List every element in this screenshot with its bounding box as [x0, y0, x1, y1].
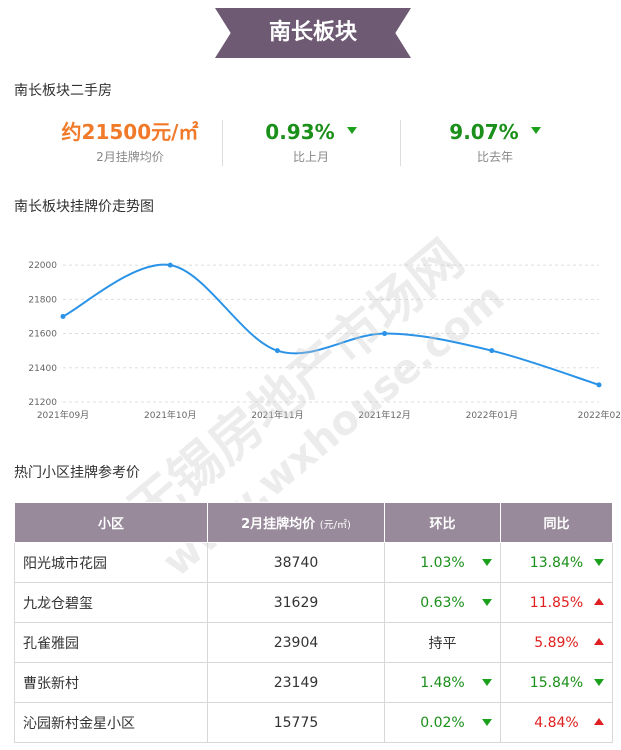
- data-point: [489, 348, 495, 354]
- y-tick-label: 22000: [28, 261, 57, 271]
- title-banner: [215, 8, 411, 58]
- community-mom-change: 1.48%: [384, 662, 501, 703]
- community-yoy-change: 4.84%: [500, 702, 613, 743]
- community-mom-change: 1.03%: [384, 542, 501, 583]
- community-price: 15775: [207, 702, 385, 743]
- community-name: 曹张新村: [14, 662, 208, 703]
- header-mom: 环比: [384, 502, 501, 543]
- average-price-label: 2月挂牌均价: [96, 150, 164, 164]
- month-change-label: 比上月: [292, 150, 329, 164]
- y-tick-label: 21200: [28, 398, 57, 408]
- y-tick-label: 21400: [28, 364, 57, 374]
- header-price: 2月挂牌均价 (元/㎡): [207, 502, 385, 543]
- table-row: 曹张新村 23149 1.48% 15.84%: [14, 662, 613, 703]
- stat-divider: [400, 120, 401, 166]
- community-yoy-change: 5.89%: [500, 622, 613, 663]
- month-change-value: 0.93%: [265, 120, 335, 144]
- stat-year-change: 9.07% 比去年: [400, 118, 590, 165]
- community-price: 23904: [207, 622, 385, 663]
- series-line: [62, 263, 600, 386]
- section-title-communities: 热门小区挂牌参考价: [14, 465, 140, 481]
- y-tick-label: 21800: [28, 295, 57, 305]
- down-arrow-icon: [482, 679, 492, 686]
- down-arrow-icon: [482, 719, 492, 726]
- community-yoy-change: 13.84%: [500, 542, 613, 583]
- table-row: 阳光城市花园 38740 1.03% 13.84%: [14, 542, 613, 583]
- table-row: 孔雀雅园 23904 持平 5.89%: [14, 622, 613, 663]
- down-arrow-icon: [346, 127, 357, 134]
- stat-average-price: 约21500元/㎡ 2月挂牌均价: [40, 118, 220, 165]
- up-arrow-icon: [594, 718, 604, 725]
- section-title-trend: 南长板块挂牌价走势图: [14, 199, 154, 215]
- table-row: 九龙仓碧玺 31629 0.63% 11.85%: [14, 582, 613, 623]
- down-arrow-icon: [482, 599, 492, 606]
- year-change-label: 比去年: [476, 150, 513, 164]
- community-name: 孔雀雅园: [14, 622, 208, 663]
- table-header-row: 小区 2月挂牌均价 (元/㎡) 环比 同比: [14, 502, 613, 543]
- header-community: 小区: [14, 502, 208, 543]
- year-change-value: 9.07%: [449, 120, 519, 144]
- series-points: [60, 262, 602, 388]
- x-tick-label: 2021年09月: [37, 409, 89, 421]
- x-tick-label: 2021年12月: [358, 409, 410, 421]
- down-arrow-icon: [594, 679, 604, 686]
- community-yoy-change: 11.85%: [500, 582, 613, 623]
- data-point: [60, 313, 66, 319]
- community-price: 38740: [207, 542, 385, 583]
- data-point: [382, 331, 388, 337]
- community-price: 31629: [207, 582, 385, 623]
- stat-divider: [222, 120, 223, 166]
- down-arrow-icon: [482, 559, 492, 566]
- community-name: 沁园新村金星小区: [14, 702, 208, 743]
- header-yoy: 同比: [500, 502, 613, 543]
- up-arrow-icon: [594, 638, 604, 645]
- x-axis-ticks: 2021年09月 2021年10月 2021年11月 2021年12月 2022年01月…: [37, 409, 621, 421]
- price-trend-chart: 21200 21400 21600 21800 22000 2021年09月 2021年1…: [28, 261, 621, 421]
- x-tick-label: 2022年01月: [466, 409, 518, 421]
- community-name: 阳光城市花园: [14, 542, 208, 583]
- stat-month-change: 0.93% 比上月: [222, 118, 400, 165]
- section-title-second-hand: 南长板块二手房: [14, 83, 112, 99]
- y-axis-ticks: 21200 21400 21600 21800 22000: [28, 261, 57, 408]
- chart-grid: [63, 264, 599, 403]
- data-point: [274, 348, 280, 354]
- community-price-table: 小区 2月挂牌均价 (元/㎡) 环比 同比 阳光城市花园 38740 1.03% 13…: [14, 502, 613, 743]
- data-point: [167, 262, 173, 268]
- up-arrow-icon: [594, 598, 604, 605]
- community-mom-change: 0.63%: [384, 582, 501, 623]
- y-tick-label: 21600: [28, 330, 57, 340]
- community-price: 23149: [207, 662, 385, 703]
- average-price-value: 约21500元/㎡: [61, 120, 199, 144]
- data-point: [596, 382, 602, 388]
- x-tick-label: 2022年02: [578, 409, 621, 421]
- x-tick-label: 2021年10月: [144, 409, 196, 421]
- header-price-unit: (元/㎡): [319, 520, 351, 531]
- down-arrow-icon: [594, 559, 604, 566]
- community-mom-change: 0.02%: [384, 702, 501, 743]
- community-name: 九龙仓碧玺: [14, 582, 208, 623]
- community-mom-change: 持平: [384, 622, 501, 663]
- x-tick-label: 2021年11月: [251, 409, 303, 421]
- banner-title: 南长板块: [268, 20, 357, 45]
- down-arrow-icon: [530, 127, 541, 134]
- community-yoy-change: 15.84%: [500, 662, 613, 703]
- table-row: 沁园新村金星小区 15775 0.02% 4.84%: [14, 702, 613, 743]
